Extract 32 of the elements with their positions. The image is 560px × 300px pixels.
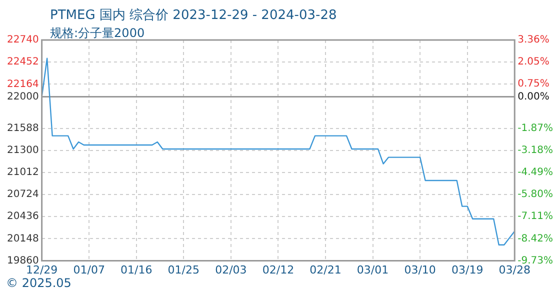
x-tick-label: 01/07 — [73, 263, 105, 276]
y-tick-label: 22164 — [7, 78, 39, 90]
y-tick-label: 22452 — [7, 56, 39, 68]
y2-tick-label: 2.05% — [518, 56, 550, 68]
y-tick-label: 21588 — [7, 122, 39, 134]
y-tick-label: 20436 — [7, 211, 39, 222]
x-tick-label: 01/16 — [120, 263, 152, 276]
y-tick-label: 22740 — [7, 34, 39, 46]
x-tick-label: 03/10 — [404, 263, 436, 276]
y2-tick-label: 3.36% — [518, 34, 550, 46]
x-tick-label: 01/25 — [168, 263, 200, 276]
chart-title: PTMEG 国内 综合价 2023-12-29 - 2024-03-28 — [50, 7, 337, 24]
y-tick-label: 22000 — [7, 91, 39, 102]
y2-tick-label: -3.18% — [518, 144, 554, 156]
y2-tick-label: -7.11% — [518, 211, 554, 222]
chart-subtitle: 规格:分子量2000 — [50, 25, 145, 42]
y2-tick-label: -5.80% — [518, 189, 554, 200]
text: © 2025.05 — [6, 276, 72, 290]
x-tick-label: 02/03 — [215, 263, 247, 276]
x-tick-label: 02/12 — [262, 263, 294, 276]
y2-tick-label: 0.75% — [518, 78, 550, 90]
y-tick-label: 20148 — [7, 233, 39, 244]
y2-tick-label: -8.42% — [518, 233, 554, 244]
y2-tick-label: -4.49% — [518, 167, 554, 178]
x-tick-label: 03/01 — [356, 263, 389, 276]
y-tick-label: 21012 — [7, 167, 39, 178]
y-tick-label: 20724 — [7, 189, 39, 200]
y2-tick-label: -1.87% — [518, 122, 554, 134]
y2-tick-label: 0.00% — [518, 91, 550, 102]
y-tick-label: 21300 — [7, 144, 39, 156]
x-tick-label: 02/21 — [310, 263, 342, 276]
x-tick-label: 03/19 — [451, 263, 484, 276]
